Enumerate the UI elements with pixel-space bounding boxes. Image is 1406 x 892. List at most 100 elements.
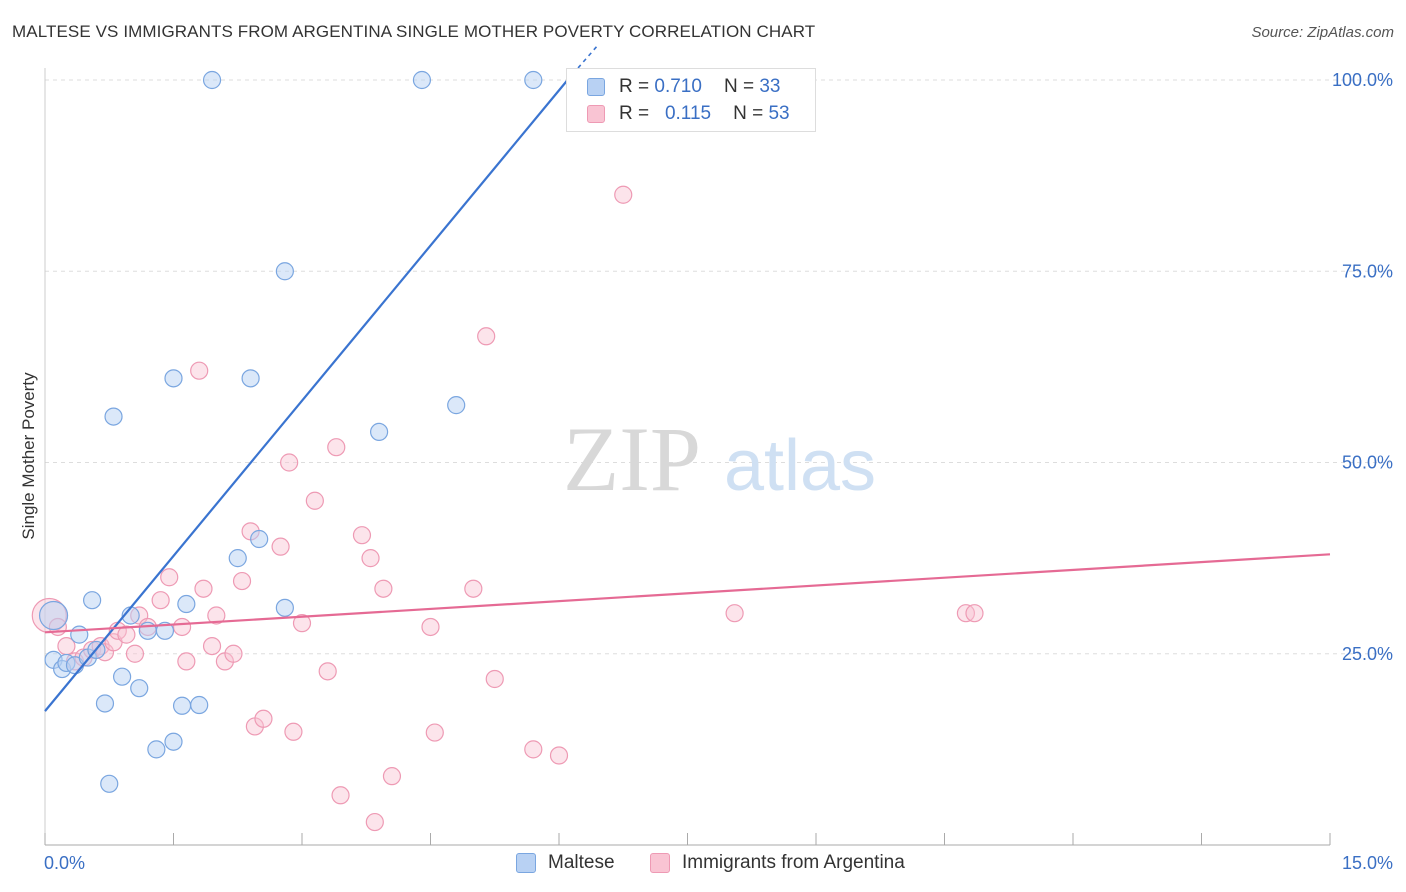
argentina-point: [361, 549, 380, 568]
chart-title: MALTESE VS IMMIGRANTS FROM ARGENTINA SIN…: [12, 22, 816, 41]
watermark-zip: ZIP: [563, 408, 701, 510]
grid-lines: [45, 79, 1390, 655]
maltese-point: [83, 591, 102, 610]
tick-labels: 25.0% 50.0% 75.0% 100.0% 0.0% 15.0%: [44, 70, 1393, 873]
series-legend-swatch-argentina: [650, 853, 670, 873]
legend-row-maltese: R = 0.710 N = 33: [587, 75, 780, 99]
argentina-point: [318, 662, 337, 681]
argentina-point: [425, 723, 444, 742]
series-legend: Maltese Immigrants from Argentina: [0, 852, 1406, 878]
argentina-point: [160, 568, 179, 587]
series-legend-maltese: Maltese: [516, 852, 615, 874]
argentina-point: [280, 453, 299, 472]
argentina-point: [365, 812, 384, 832]
argentina-point: [382, 767, 402, 786]
argentina-point: [194, 579, 213, 598]
argentina-point: [374, 579, 393, 598]
argentina-point: [224, 644, 243, 663]
y-axis-label: Single Mother Poverty: [19, 372, 38, 540]
series-legend-swatch-maltese: [516, 853, 536, 873]
legend-r-label: R =: [619, 103, 650, 124]
argentina-point: [549, 746, 569, 765]
argentina-point: [207, 606, 226, 625]
argentina-point: [327, 438, 346, 457]
maltese-point: [38, 600, 69, 631]
argentina-point: [725, 604, 744, 623]
argentina-point: [352, 526, 372, 545]
maltese-point: [147, 740, 166, 759]
legend-n-value: 53: [768, 103, 790, 124]
argentina-point: [331, 786, 350, 805]
watermark-atlas: atlas: [724, 426, 876, 506]
legend-row-argentina: R = 0.115 N = 53: [587, 102, 790, 126]
argentina-point: [284, 722, 303, 741]
argentina-point: [254, 709, 273, 728]
maltese-point: [524, 70, 543, 90]
series-maltese-points: [38, 70, 543, 793]
axes: [44, 68, 1331, 846]
maltese-point: [250, 529, 269, 549]
maltese-point: [104, 407, 123, 426]
argentina-point: [151, 591, 170, 610]
argentina-point: [292, 614, 312, 633]
maltese-point: [412, 70, 432, 90]
maltese-point: [70, 625, 89, 644]
maltese-point: [172, 696, 192, 715]
argentina-point: [965, 604, 984, 623]
maltese-point: [370, 422, 389, 441]
legend-n-label: N =: [733, 103, 764, 124]
maltese-point: [155, 621, 175, 640]
legend-swatch-argentina: [587, 105, 605, 123]
maltese-point: [228, 549, 247, 568]
argentina-point: [190, 361, 209, 380]
maltese-point: [130, 679, 149, 698]
argentina-point: [125, 644, 145, 663]
argentina-point: [305, 491, 324, 510]
y-tick-label: 50.0%: [1342, 453, 1393, 473]
correlation-legend: R = 0.710 N = 33 R = 0.115 N = 53: [566, 68, 816, 132]
chart-source: Source: ZipAtlas.com: [1251, 24, 1394, 41]
argentina-point: [232, 571, 252, 591]
argentina-point: [614, 185, 633, 204]
argentina-trend-line: [44, 553, 1331, 634]
series-legend-argentina: Immigrants from Argentina: [650, 852, 905, 874]
maltese-point: [447, 396, 466, 415]
maltese-point: [202, 70, 222, 90]
argentina-point: [464, 579, 483, 598]
legend-r-label: R =: [619, 76, 650, 97]
maltese-point: [164, 369, 183, 388]
maltese-point: [275, 262, 294, 281]
y-tick-label: 25.0%: [1342, 644, 1393, 664]
maltese-point: [112, 667, 132, 686]
series-legend-label-argentina: Immigrants from Argentina: [682, 852, 905, 873]
argentina-point: [485, 669, 504, 689]
argentina-point: [477, 327, 496, 346]
argentina-point: [172, 617, 192, 637]
maltese-point: [241, 369, 260, 388]
maltese-point: [164, 732, 183, 751]
argentina-point: [271, 537, 290, 556]
y-tick-label: 75.0%: [1342, 261, 1393, 281]
maltese-point: [177, 594, 196, 614]
x-tick-label: 15.0%: [1342, 853, 1393, 873]
legend-n-value: 33: [759, 76, 781, 97]
y-tick-label: 100.0%: [1332, 70, 1393, 90]
argentina-point: [524, 740, 543, 759]
watermark: ZIP atlas: [563, 408, 876, 510]
legend-n-label: N =: [723, 76, 755, 97]
maltese-point: [100, 774, 119, 793]
argentina-point: [421, 617, 440, 637]
legend-r-value: 0.710: [654, 76, 702, 97]
argentina-point: [117, 625, 136, 644]
maltese-point: [95, 694, 115, 713]
maltese-trend-line: [44, 79, 569, 712]
legend-swatch-maltese: [587, 78, 605, 96]
trend-lines: [44, 45, 1331, 712]
series-legend-label-maltese: Maltese: [548, 852, 615, 873]
argentina-point: [202, 636, 222, 656]
maltese-point: [190, 695, 209, 715]
legend-r-value: 0.115: [664, 103, 712, 124]
maltese-point: [275, 598, 294, 617]
x-tick-label: 0.0%: [44, 853, 85, 873]
